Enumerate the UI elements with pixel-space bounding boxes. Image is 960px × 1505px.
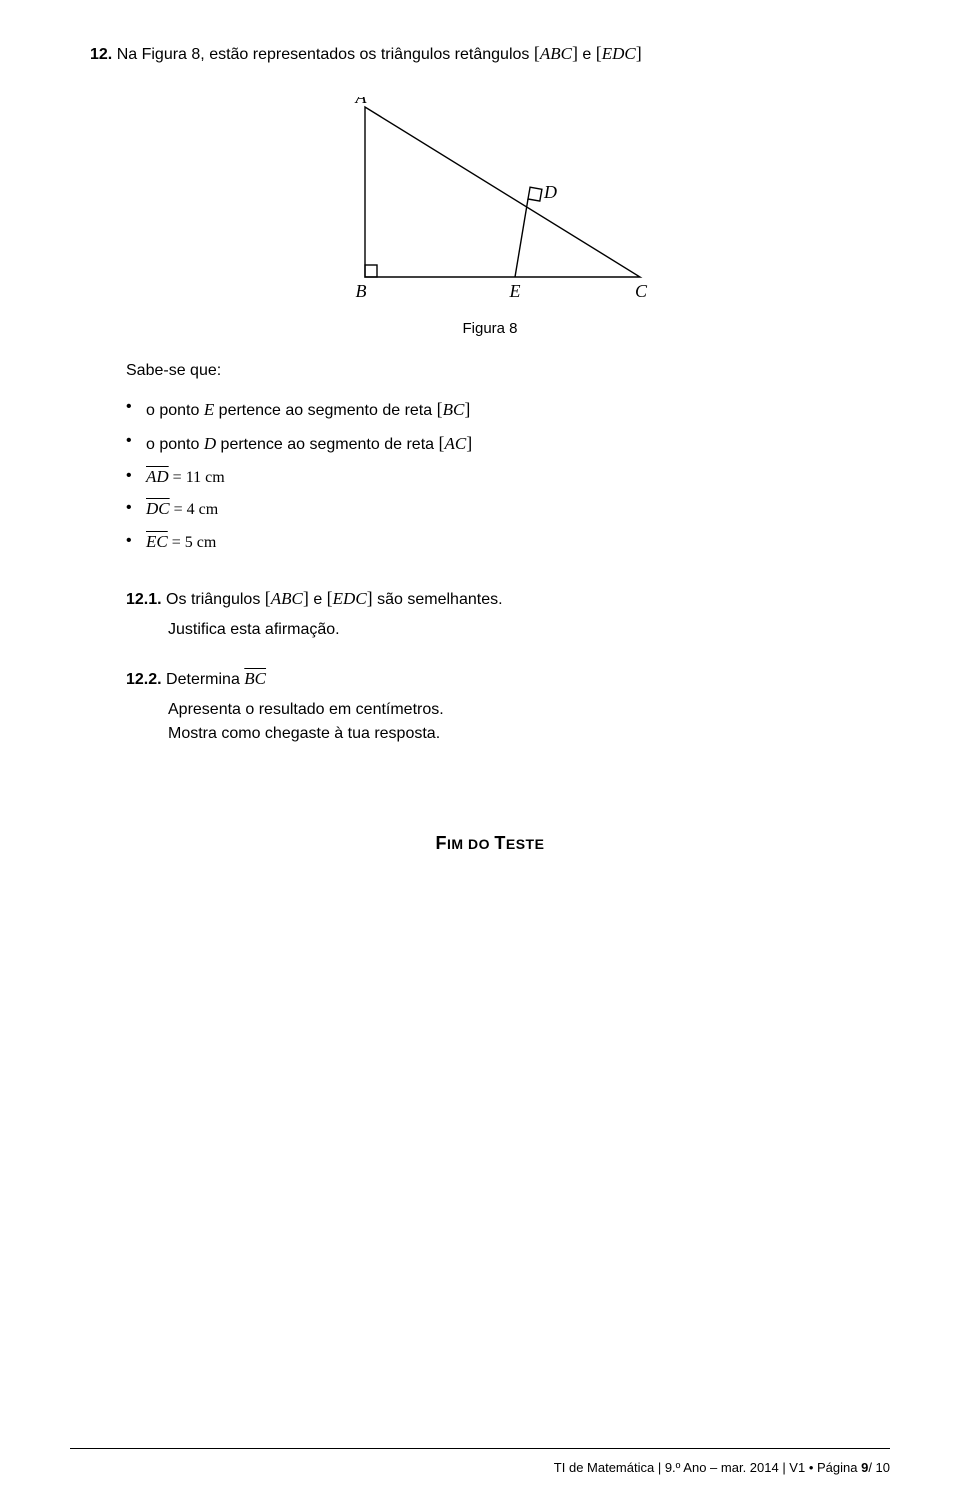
label-d: D xyxy=(543,182,557,202)
b1-point: E xyxy=(204,400,214,419)
bracket-close-2: ] xyxy=(636,43,642,63)
triangle-abc: ABC xyxy=(540,44,572,63)
q12-1-tri1: ABC xyxy=(271,589,303,608)
q12-2-seg: BC xyxy=(244,669,266,688)
q12-2-number: 12.2. xyxy=(126,671,162,688)
triangle-diagram: A B C E D xyxy=(325,97,655,307)
fim-do-teste: FIM DO TESTE xyxy=(90,833,890,854)
fim-t: T xyxy=(494,833,506,853)
b4-val: = 4 cm xyxy=(170,501,219,518)
q12-1-suffix: são semelhantes. xyxy=(377,591,502,608)
b2-bc: ] xyxy=(466,433,472,453)
question-12-2: 12.2. Determina BC xyxy=(126,669,890,689)
bullet-5: EC = 5 cm xyxy=(126,526,890,558)
bracket-close-1: ] xyxy=(572,43,578,63)
footer-rule xyxy=(70,1448,890,1449)
sabe-se-que: Sabe-se que: xyxy=(126,362,890,380)
q12-1-tri2: EDC xyxy=(333,589,367,608)
figure-8: A B C E D Figura 8 xyxy=(90,97,890,337)
b3-seg: AD xyxy=(146,467,169,486)
question-number: 12. xyxy=(90,46,112,63)
intro-text-1: Na Figura 8, estão representados os triâ… xyxy=(117,46,534,63)
bullet-3: AD = 11 cm xyxy=(126,461,890,493)
bullet-2: o ponto D pertence ao segmento de reta [… xyxy=(126,426,890,460)
q12-1-justify: Justifica esta afirmação. xyxy=(168,621,890,639)
b1-seg: BC xyxy=(443,400,465,419)
q12-1-prefix: Os triângulos xyxy=(166,591,265,608)
q12-1-mid: e xyxy=(313,591,326,608)
label-e: E xyxy=(509,281,521,301)
page: 12. Na Figura 8, estão representados os … xyxy=(0,0,960,1505)
q12-2-prefix: Determina xyxy=(166,671,244,688)
bullet-4: DC = 4 cm xyxy=(126,493,890,525)
question-12-1: 12.1. Os triângulos [ABC] e [EDC] são se… xyxy=(126,588,890,609)
footer: TI de Matemática | 9.º Ano – mar. 2014 |… xyxy=(554,1460,890,1475)
q12-1-bc2: ] xyxy=(367,588,373,608)
label-c: C xyxy=(635,281,648,301)
b2-mid: pertence ao segmento de reta xyxy=(216,436,438,453)
figure-caption: Figura 8 xyxy=(90,320,890,337)
q12-2-line3: Mostra como chegaste à tua resposta. xyxy=(168,725,890,743)
b2-point: D xyxy=(204,434,216,453)
b3-val: = 11 cm xyxy=(169,469,225,486)
question-12-intro: 12. Na Figura 8, estão representados os … xyxy=(90,40,890,67)
fim-im: IM xyxy=(447,836,464,852)
b1-bc: ] xyxy=(464,399,470,419)
q12-2-line2: Apresenta o resultado em centímetros. xyxy=(168,701,890,719)
footer-total: / 10 xyxy=(868,1460,890,1475)
q12-1-number: 12.1. xyxy=(126,591,162,608)
q12-1-bc1: ] xyxy=(303,588,309,608)
b1-mid: pertence ao segmento de reta xyxy=(214,402,436,419)
b2-prefix: o ponto xyxy=(146,436,204,453)
b5-seg: EC xyxy=(146,532,168,551)
bullet-1: o ponto E pertence ao segmento de reta [… xyxy=(126,392,890,426)
given-list: o ponto E pertence ao segmento de reta [… xyxy=(126,392,890,558)
label-a: A xyxy=(355,97,368,107)
label-b: B xyxy=(356,281,367,301)
fim-f: F xyxy=(436,833,448,853)
b1-prefix: o ponto xyxy=(146,402,204,419)
footer-text: TI de Matemática | 9.º Ano – mar. 2014 |… xyxy=(554,1460,861,1475)
b5-val: = 5 cm xyxy=(168,534,217,551)
b4-seg: DC xyxy=(146,499,170,518)
triangle-edc: EDC xyxy=(602,44,636,63)
fim-do: DO xyxy=(464,836,495,852)
b2-seg: AC xyxy=(444,434,466,453)
fim-este: ESTE xyxy=(506,836,545,852)
intro-text-2: e xyxy=(582,46,595,63)
